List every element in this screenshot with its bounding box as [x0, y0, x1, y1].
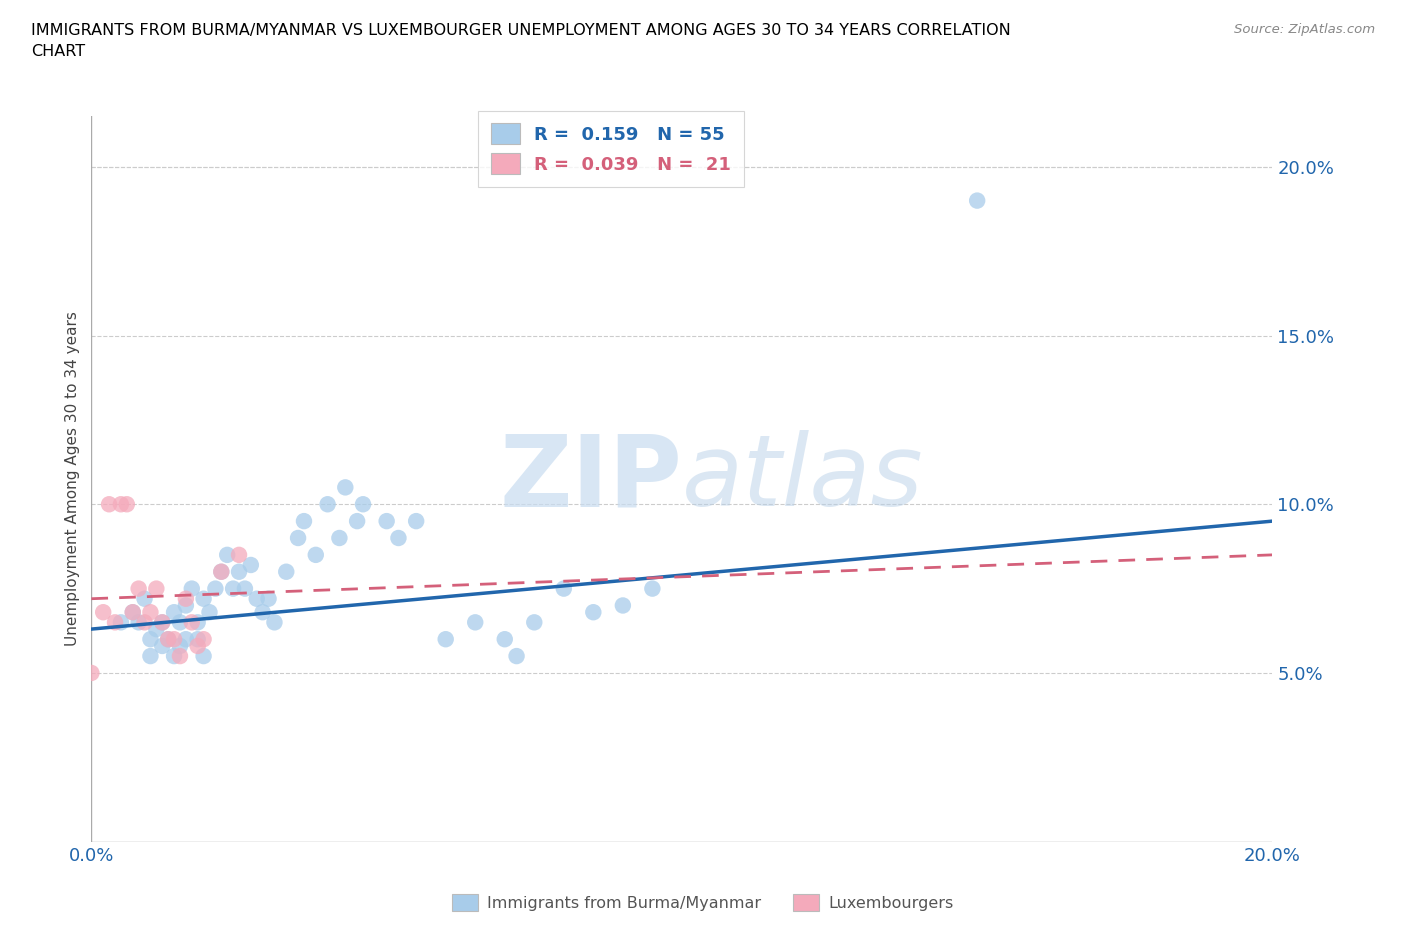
Point: [305, 548, 328, 563]
Point: [121, 604, 143, 619]
Point: [110, 497, 132, 512]
Point: [139, 631, 162, 646]
Point: [209, 565, 232, 579]
Text: IMMIGRANTS FROM BURMA/MYANMAR VS LUXEMBOURGER UNEMPLOYMENT AMONG AGES 30 TO 34 Y: IMMIGRANTS FROM BURMA/MYANMAR VS LUXEMBO…: [31, 23, 1011, 60]
Point: [115, 497, 138, 512]
Point: [239, 558, 262, 573]
Point: [163, 648, 186, 663]
Point: [187, 639, 209, 654]
Point: [91, 604, 114, 619]
Legend: Immigrants from Burma/Myanmar, Luxembourgers: Immigrants from Burma/Myanmar, Luxembour…: [446, 888, 960, 917]
Point: [335, 480, 357, 495]
Point: [150, 615, 173, 630]
Point: [174, 591, 197, 606]
Point: [139, 604, 162, 619]
Point: [523, 615, 546, 630]
Point: [98, 497, 121, 512]
Point: [316, 497, 339, 512]
Point: [187, 631, 209, 646]
Point: [217, 548, 239, 563]
Point: [193, 631, 215, 646]
Point: [157, 631, 180, 646]
Point: [582, 604, 605, 619]
Point: [641, 581, 664, 596]
Point: [494, 631, 516, 646]
Point: [228, 565, 250, 579]
Point: [505, 648, 527, 663]
Point: [169, 615, 191, 630]
Point: [157, 631, 180, 646]
Point: [174, 631, 197, 646]
Point: [464, 615, 486, 630]
Point: [209, 565, 232, 579]
Point: [246, 591, 269, 606]
Point: [257, 591, 280, 606]
Point: [169, 648, 191, 663]
Point: [169, 639, 191, 654]
Point: [145, 621, 167, 636]
Point: [387, 530, 409, 545]
Point: [612, 598, 634, 613]
Point: [150, 639, 173, 654]
Point: [553, 581, 575, 596]
Point: [375, 513, 398, 528]
Point: [110, 615, 132, 630]
Point: [287, 530, 309, 545]
Point: [180, 615, 202, 630]
Point: [263, 615, 285, 630]
Text: ZIP: ZIP: [499, 431, 682, 527]
Point: [233, 581, 256, 596]
Point: [139, 648, 162, 663]
Point: [104, 615, 127, 630]
Point: [163, 604, 186, 619]
Point: [292, 513, 315, 528]
Point: [252, 604, 274, 619]
Point: [228, 548, 250, 563]
Text: Source: ZipAtlas.com: Source: ZipAtlas.com: [1234, 23, 1375, 36]
Point: [434, 631, 457, 646]
Point: [128, 581, 150, 596]
Point: [405, 513, 427, 528]
Point: [134, 615, 156, 630]
Point: [222, 581, 245, 596]
Point: [121, 604, 143, 619]
Point: [180, 581, 202, 596]
Point: [352, 497, 374, 512]
Point: [276, 565, 298, 579]
Point: [163, 631, 186, 646]
Point: [134, 591, 156, 606]
Legend: R =  0.159   N = 55, R =  0.039   N =  21: R = 0.159 N = 55, R = 0.039 N = 21: [478, 111, 744, 187]
Point: [966, 193, 988, 208]
Point: [198, 604, 221, 619]
Point: [193, 648, 215, 663]
Point: [150, 615, 173, 630]
Point: [80, 666, 103, 681]
Point: [174, 598, 197, 613]
Y-axis label: Unemployment Among Ages 30 to 34 years: Unemployment Among Ages 30 to 34 years: [65, 312, 80, 646]
Text: atlas: atlas: [682, 431, 924, 527]
Point: [128, 615, 150, 630]
Point: [346, 513, 368, 528]
Point: [204, 581, 226, 596]
Point: [328, 530, 350, 545]
Point: [187, 615, 209, 630]
Point: [145, 581, 167, 596]
Point: [193, 591, 215, 606]
